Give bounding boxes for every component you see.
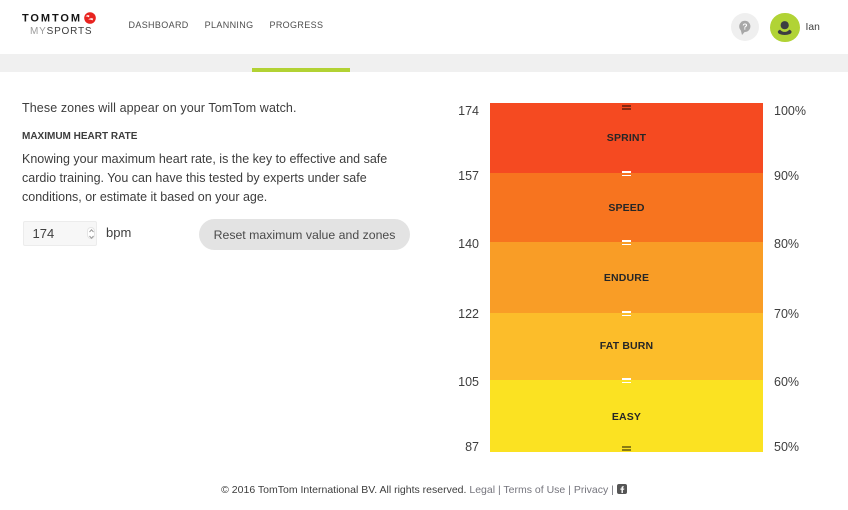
- svg-text:?: ?: [742, 21, 747, 31]
